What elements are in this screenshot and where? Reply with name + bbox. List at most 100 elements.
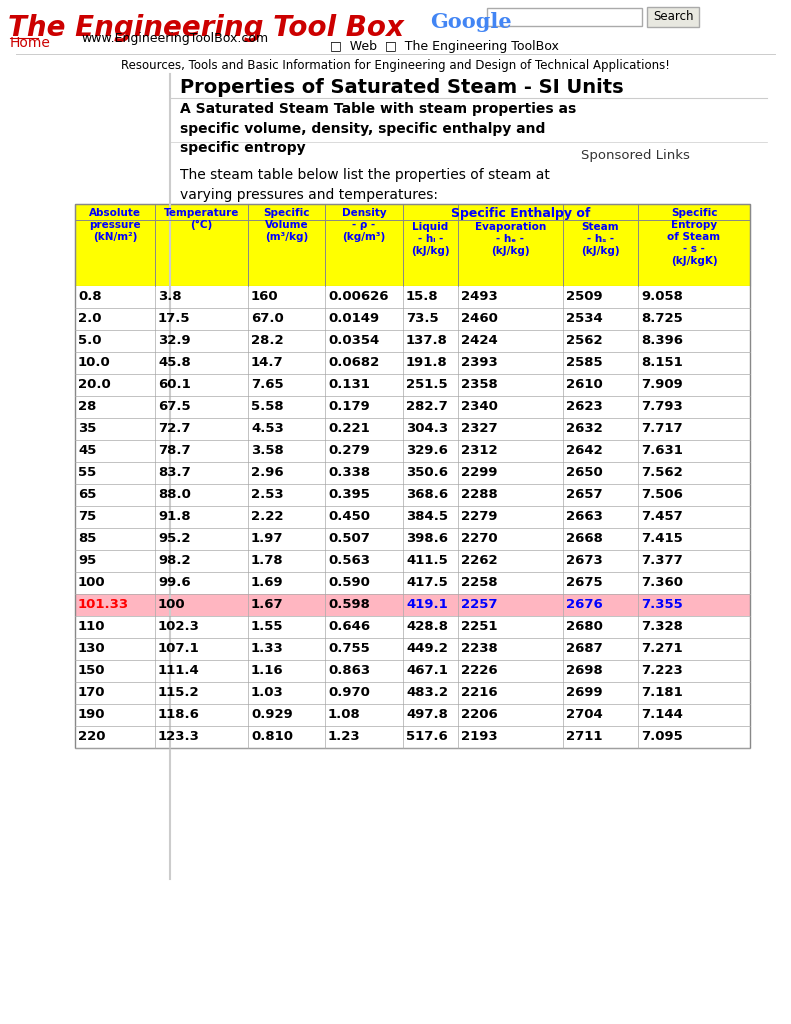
- Text: 0.863: 0.863: [328, 665, 370, 678]
- Text: 88.0: 88.0: [158, 488, 191, 502]
- Text: Specific
Entropy
of Steam
- s -
(kJ/kgK): Specific Entropy of Steam - s - (kJ/kgK): [668, 208, 721, 266]
- Text: 45.8: 45.8: [158, 356, 191, 370]
- Text: 2288: 2288: [461, 488, 498, 502]
- Text: 2216: 2216: [461, 686, 498, 699]
- Text: A Saturated Steam Table with steam properties as
specific volume, density, speci: A Saturated Steam Table with steam prope…: [180, 102, 577, 155]
- Text: 7.181: 7.181: [641, 686, 683, 699]
- Bar: [75, 682, 750, 705]
- Text: 7.355: 7.355: [641, 598, 683, 611]
- Text: Specific Enthalpy of: Specific Enthalpy of: [451, 207, 590, 220]
- Text: 2698: 2698: [566, 665, 603, 678]
- Text: 2358: 2358: [461, 379, 498, 391]
- Text: 28: 28: [78, 400, 97, 414]
- Text: 7.360: 7.360: [641, 577, 683, 590]
- Text: 0.8: 0.8: [78, 291, 101, 303]
- Text: 17.5: 17.5: [158, 312, 191, 326]
- Text: 0.929: 0.929: [251, 709, 293, 722]
- Text: 8.725: 8.725: [641, 312, 683, 326]
- Text: 1.78: 1.78: [251, 555, 284, 567]
- Text: 398.6: 398.6: [406, 532, 448, 546]
- Text: 2206: 2206: [461, 709, 498, 722]
- Bar: [487, 8, 642, 26]
- Text: 1.08: 1.08: [328, 709, 361, 722]
- Text: 95: 95: [78, 555, 97, 567]
- Text: 2258: 2258: [461, 577, 498, 590]
- Text: Evaporation
- hₑ -
(kJ/kg): Evaporation - hₑ - (kJ/kg): [475, 222, 546, 256]
- Text: 1.55: 1.55: [251, 621, 283, 634]
- Text: 1.16: 1.16: [251, 665, 284, 678]
- Text: 7.506: 7.506: [641, 488, 683, 502]
- Text: 2262: 2262: [461, 555, 498, 567]
- Text: 7.562: 7.562: [641, 467, 683, 479]
- Text: 100: 100: [78, 577, 106, 590]
- Text: 65: 65: [78, 488, 97, 502]
- Text: 7.793: 7.793: [641, 400, 683, 414]
- Text: 2642: 2642: [566, 444, 603, 458]
- Text: 2312: 2312: [461, 444, 498, 458]
- Text: 2699: 2699: [566, 686, 603, 699]
- Text: 118.6: 118.6: [158, 709, 200, 722]
- Text: 2193: 2193: [461, 730, 498, 743]
- Bar: [75, 396, 750, 418]
- Text: 10.0: 10.0: [78, 356, 111, 370]
- Text: 45: 45: [78, 444, 97, 458]
- Text: 329.6: 329.6: [406, 444, 448, 458]
- Text: The Engineering Tool Box: The Engineering Tool Box: [8, 14, 404, 42]
- Text: Search: Search: [653, 10, 693, 24]
- Bar: [75, 204, 750, 286]
- Text: 2675: 2675: [566, 577, 603, 590]
- Text: 497.8: 497.8: [406, 709, 448, 722]
- Text: Density
- ρ -
(kg/m³): Density - ρ - (kg/m³): [342, 208, 386, 242]
- Text: 7.271: 7.271: [641, 642, 683, 655]
- Text: 14.7: 14.7: [251, 356, 284, 370]
- Text: 0.221: 0.221: [328, 423, 369, 435]
- Text: 0.970: 0.970: [328, 686, 370, 699]
- Text: 251.5: 251.5: [406, 379, 448, 391]
- Text: 91.8: 91.8: [158, 511, 191, 523]
- Text: 3.58: 3.58: [251, 444, 284, 458]
- Text: 2632: 2632: [566, 423, 603, 435]
- Text: 28.2: 28.2: [251, 335, 284, 347]
- Text: 2.0: 2.0: [78, 312, 101, 326]
- Text: 2.22: 2.22: [251, 511, 283, 523]
- Text: 73.5: 73.5: [406, 312, 439, 326]
- Bar: [75, 550, 750, 572]
- Text: 282.7: 282.7: [406, 400, 448, 414]
- Text: 220: 220: [78, 730, 105, 743]
- Text: 0.646: 0.646: [328, 621, 370, 634]
- Text: www.EngineeringToolBox.com: www.EngineeringToolBox.com: [81, 32, 269, 45]
- Text: 2623: 2623: [566, 400, 603, 414]
- Text: 449.2: 449.2: [406, 642, 448, 655]
- Text: 2562: 2562: [566, 335, 603, 347]
- Text: 368.6: 368.6: [406, 488, 448, 502]
- Text: 419.1: 419.1: [406, 598, 448, 611]
- Text: 2704: 2704: [566, 709, 603, 722]
- Text: 67.5: 67.5: [158, 400, 191, 414]
- Text: 304.3: 304.3: [406, 423, 448, 435]
- Text: 8.396: 8.396: [641, 335, 683, 347]
- Text: 1.67: 1.67: [251, 598, 284, 611]
- Text: 0.338: 0.338: [328, 467, 370, 479]
- Text: 150: 150: [78, 665, 105, 678]
- Text: 78.7: 78.7: [158, 444, 191, 458]
- Bar: [75, 594, 750, 616]
- Bar: [75, 286, 750, 308]
- Text: 2493: 2493: [461, 291, 498, 303]
- Bar: [75, 660, 750, 682]
- Bar: [75, 418, 750, 440]
- Text: 350.6: 350.6: [406, 467, 448, 479]
- Text: 1.23: 1.23: [328, 730, 361, 743]
- Text: 35: 35: [78, 423, 97, 435]
- Text: 2668: 2668: [566, 532, 603, 546]
- Text: 2509: 2509: [566, 291, 603, 303]
- Text: 1.03: 1.03: [251, 686, 284, 699]
- Bar: [75, 204, 750, 748]
- Text: 2460: 2460: [461, 312, 498, 326]
- Text: 15.8: 15.8: [406, 291, 439, 303]
- Text: Resources, Tools and Basic Information for Engineering and Design of Technical A: Resources, Tools and Basic Information f…: [120, 59, 669, 72]
- Text: 2251: 2251: [461, 621, 498, 634]
- Text: 83.7: 83.7: [158, 467, 191, 479]
- Bar: [647, 7, 699, 27]
- Text: 7.631: 7.631: [641, 444, 683, 458]
- Text: 8.151: 8.151: [641, 356, 683, 370]
